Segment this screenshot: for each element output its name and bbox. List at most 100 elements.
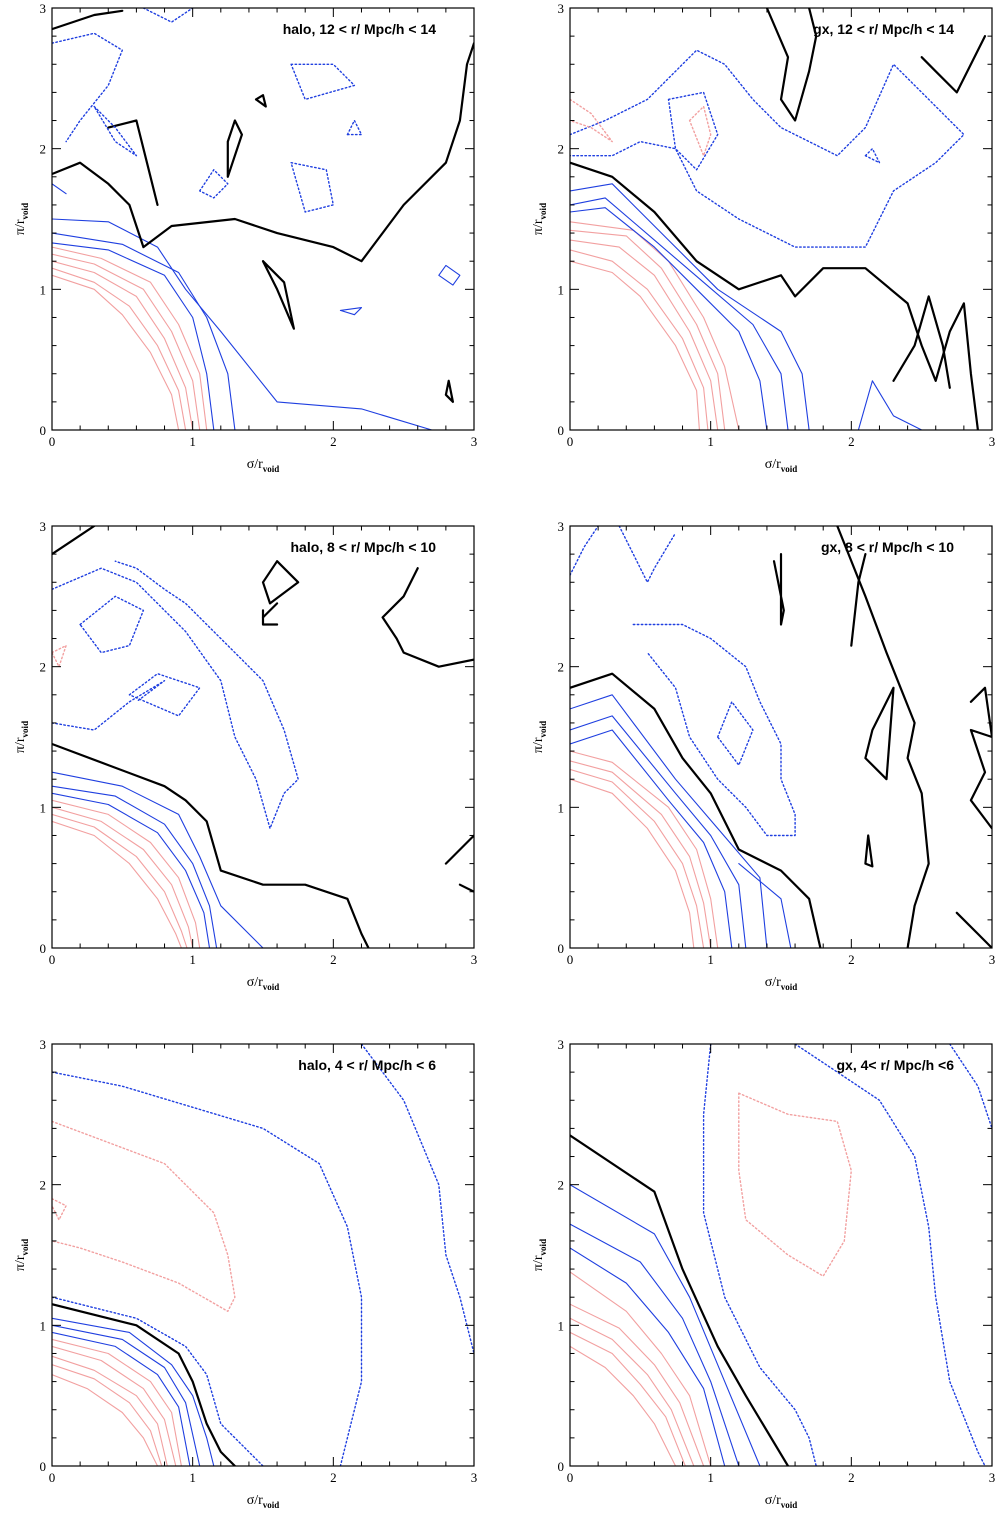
pink-solid-contour [52,260,194,430]
x-tick-label: 2 [330,952,337,967]
y-tick-label: 0 [40,1459,47,1474]
pink-solid-contour [52,253,201,430]
pink-solid-contour [570,1317,695,1466]
panel-title: halo, 8 < r/ Mpc/h < 10 [291,539,437,555]
blue-solid-contour [570,207,768,430]
ticks [569,7,993,431]
black-solid-contour [570,1134,790,1466]
x-tick-label: 1 [189,952,196,967]
y-tick-label: 3 [558,519,565,534]
black-solid-contour [52,1303,236,1466]
black-solid-contour [52,742,370,948]
blue-dotted-contour [360,1044,474,1355]
y-tick-label: 3 [40,1,47,16]
blue-solid-contour [52,785,218,948]
y-tick-label: 3 [558,1,565,16]
y-tick-label: 2 [40,142,47,157]
blue-solid-contour [570,197,789,430]
y-axis-label: π/rvoid [531,203,548,235]
blue-dotted-contour [52,1071,363,1466]
blue-solid-contour [52,242,215,430]
pink-solid-contour [52,1338,182,1466]
black-solid-contour [836,526,930,948]
black-solid-contour [261,260,295,330]
blue-dotted-contour [52,32,123,143]
plot-frame [51,525,475,949]
pink-solid-contour [570,1331,686,1466]
blue-solid-contour [857,380,923,430]
blue-dotted-contour [702,1044,817,1466]
blue-solid-contour [570,715,747,948]
y-tick-label: 3 [40,519,47,534]
x-tick-label: 0 [49,434,56,449]
black-solid-contour [892,295,951,389]
pink-dotted-contour [52,1198,67,1221]
pink-solid-contour [570,260,700,430]
pink-solid-contour [52,1374,159,1466]
y-tick-label: 3 [558,1037,565,1052]
y-tick-label: 3 [40,1037,47,1052]
black-solid-contour [864,834,874,868]
blue-dotted-contour [618,526,677,583]
y-tick-label: 1 [558,800,565,815]
panel-1: 0 1 2 3 0 1 2 3 σ/rvoid π/rvoid halo, 12 < r/ Mpc/… [13,1,477,474]
black-solid-contour [850,553,867,647]
panel-6: 0 1 2 3 0 1 2 3 σ/rvoid π/rvoid gx, 4< r/ Mpc/h <6 [531,1037,995,1510]
black-solid-contour [261,609,279,626]
plot-frame [569,525,993,949]
blue-solid-contour [52,183,67,195]
y-tick-label: 0 [558,941,565,956]
blue-dotted-contour [667,91,719,171]
y-tick-label: 2 [558,660,565,675]
pink-solid-contour [570,750,719,948]
blue-solid-contour [339,307,363,316]
blue-dotted-contour [79,595,145,654]
plot-frame [569,1043,993,1467]
blue-dotted-contour [52,1296,264,1466]
y-axis-label: π/rvoid [13,203,30,235]
blue-dotted-contour [632,623,796,837]
panel-5: 0 1 2 3 0 1 2 3 σ/rvoid π/rvoid halo, 4 < r/ Mpc/h… [13,1037,477,1510]
blue-dotted-contour [52,560,299,830]
y-axis-label: π/rvoid [531,1239,548,1271]
plot-frame [51,7,475,431]
blue-solid-contour [570,729,733,948]
y-tick-label: 2 [40,660,47,675]
pink-solid-contour [52,267,187,430]
blue-dotted-contour [346,119,363,136]
y-tick-label: 0 [40,423,47,438]
panel-title: halo, 4 < r/ Mpc/h < 6 [298,1057,436,1073]
blue-solid-contour [570,1223,740,1466]
black-solid-contour [765,8,818,122]
x-tick-label: 3 [471,1470,478,1485]
blue-solid-contour [52,218,433,430]
blue-dotted-contour [290,63,356,101]
blue-dotted-contour [93,105,138,157]
plot-frame [51,1043,475,1467]
x-tick-label: 1 [707,434,714,449]
blue-solid-contour [52,792,211,948]
x-tick-label: 0 [49,1470,56,1485]
pink-dotted-contour [570,98,613,143]
x-tick-label: 2 [848,434,855,449]
black-solid-contour [570,161,979,430]
blue-solid-contour [52,232,236,430]
x-tick-label: 0 [567,952,574,967]
blue-dotted-contour [290,162,334,213]
blue-dotted-contour [128,673,201,717]
blue-dotted-contour [570,526,599,576]
black-solid-contour [955,911,992,948]
x-tick-label: 1 [707,1470,714,1485]
blue-solid-contour [52,1317,215,1466]
y-tick-label: 1 [40,282,47,297]
x-axis-label: σ/rvoid [765,1493,798,1510]
black-solid-contour [570,672,822,948]
pink-solid-contour [570,778,695,948]
black-solid-contour [381,567,474,668]
y-axis-label: π/rvoid [13,1239,30,1271]
contour-lines [52,1044,474,1466]
ticks [51,7,475,431]
pink-solid-contour [52,799,201,948]
pink-dotted-contour [52,644,67,668]
x-tick-label: 3 [989,434,996,449]
